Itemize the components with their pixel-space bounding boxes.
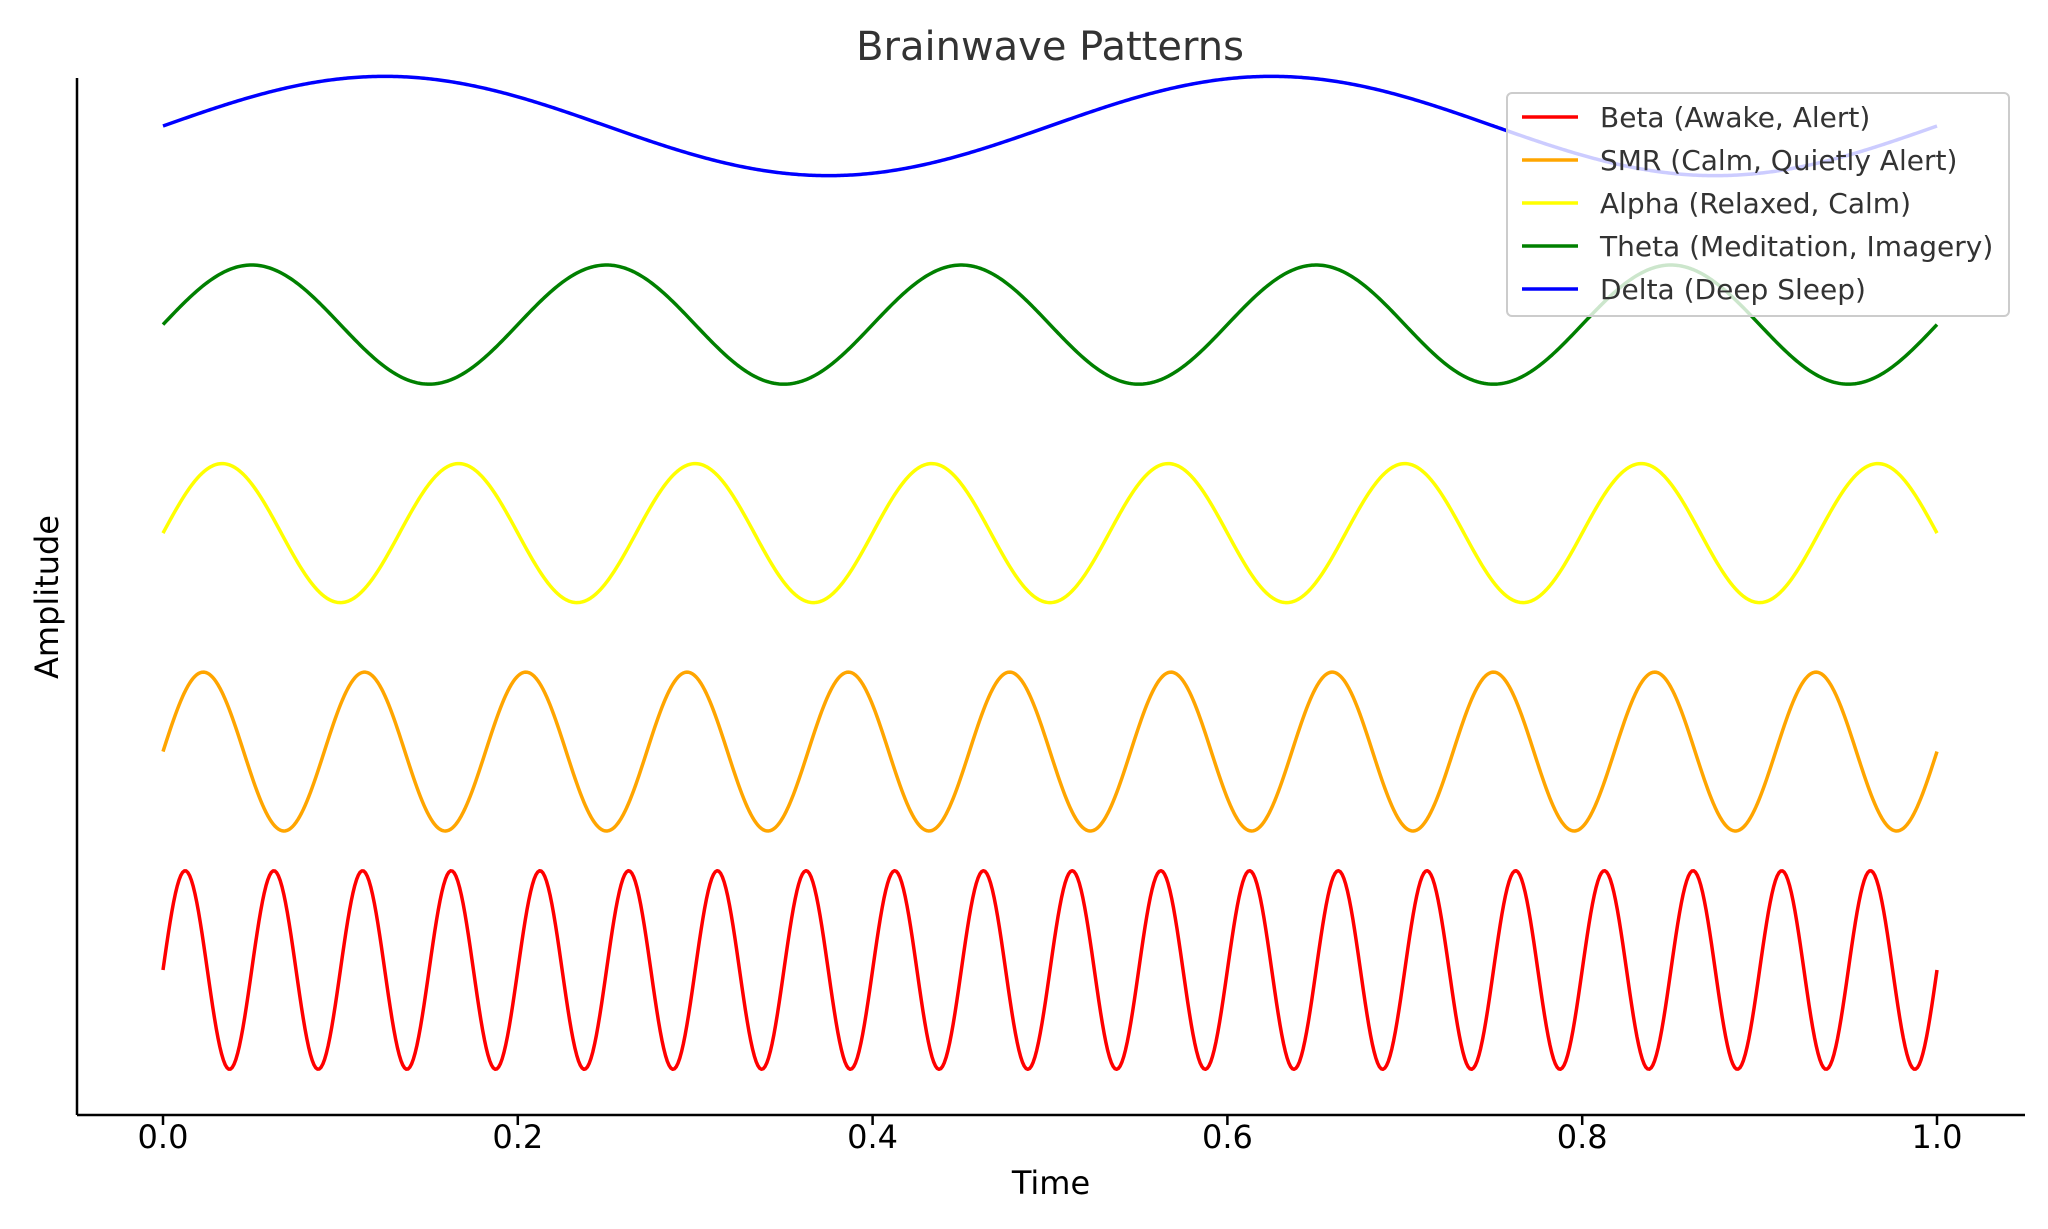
chart-title: Brainwave Patterns bbox=[856, 24, 1244, 70]
series-line-0 bbox=[161, 868, 1939, 1072]
x-tick-label-5: 1.0 bbox=[1912, 1118, 1963, 1156]
x-tick-label-1: 0.2 bbox=[492, 1118, 543, 1156]
legend-label-2: Alpha (Relaxed, Calm) bbox=[1600, 187, 1911, 220]
legend-label-0: Beta (Awake, Alert) bbox=[1600, 101, 1870, 134]
legend-label-4: Delta (Deep Sleep) bbox=[1600, 273, 1866, 306]
x-ticks: 0.0 0.2 0.4 0.6 0.8 1.0 bbox=[138, 1115, 1963, 1156]
series-line-2 bbox=[161, 461, 1939, 605]
x-axis-label: Time bbox=[1011, 1164, 1090, 1202]
legend: Beta (Awake, Alert) SMR (Calm, Quietly Al… bbox=[1506, 92, 2010, 317]
legend-label-1: SMR (Calm, Quietly Alert) bbox=[1600, 144, 1957, 177]
legend-items: Beta (Awake, Alert) SMR (Calm, Quietly Al… bbox=[1522, 101, 1993, 306]
x-tick-label-3: 0.6 bbox=[1202, 1118, 1253, 1156]
x-tick-label-2: 0.4 bbox=[847, 1118, 898, 1156]
series-line-1 bbox=[161, 670, 1939, 833]
legend-frame bbox=[1506, 92, 2010, 317]
x-tick-label-0: 0.0 bbox=[138, 1118, 189, 1156]
legend-label-3: Theta (Meditation, Imagery) bbox=[1599, 230, 1993, 263]
x-tick-label-4: 0.8 bbox=[1557, 1118, 1608, 1156]
y-axis-label: Amplitude bbox=[28, 515, 66, 679]
